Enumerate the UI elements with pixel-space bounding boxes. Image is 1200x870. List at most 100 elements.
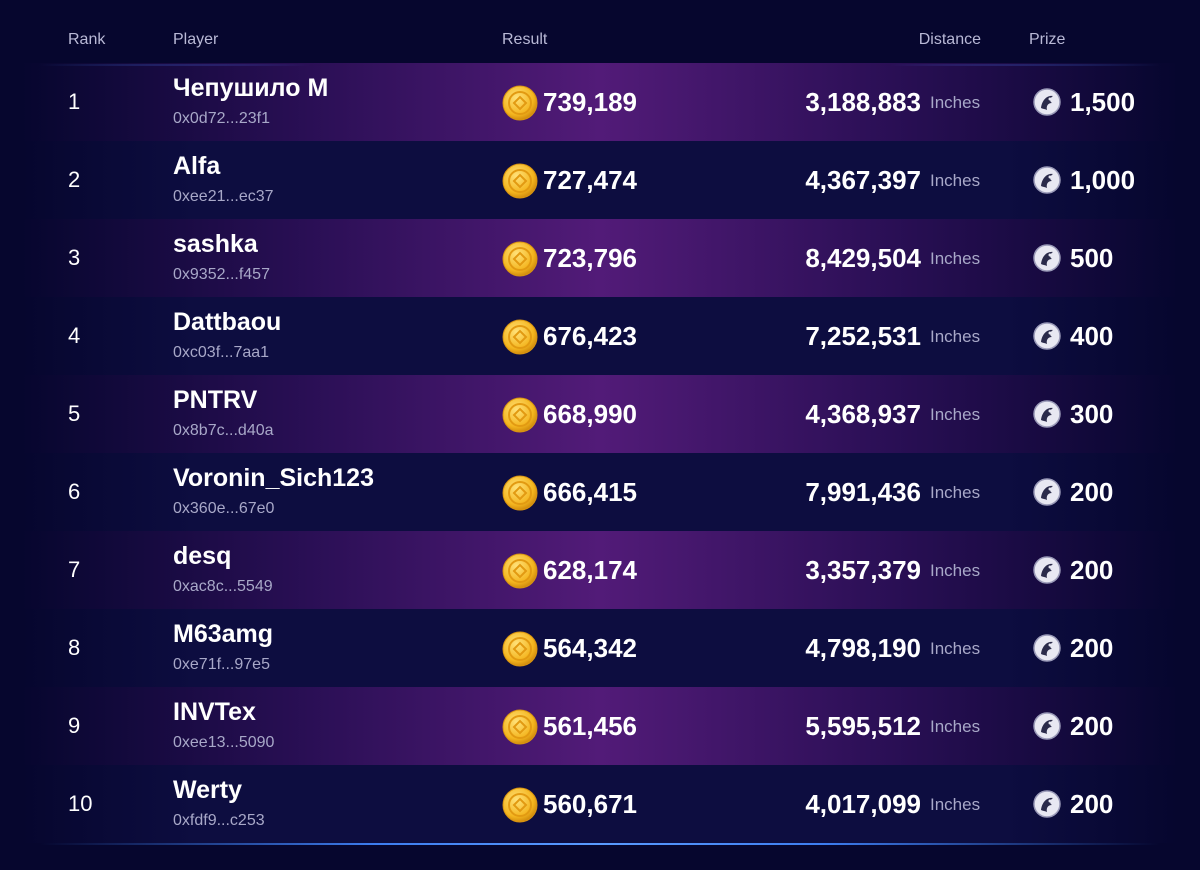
coin-icon [502, 553, 538, 589]
result: 564,342 [543, 633, 637, 663]
prize-icon [1033, 790, 1061, 818]
prize-icon [1033, 322, 1061, 350]
row-background [20, 609, 1180, 687]
player-name: PNTRV [173, 386, 258, 414]
rank: 4 [68, 323, 81, 348]
distance: 4,017,099 [805, 789, 921, 819]
row-background [20, 297, 1180, 375]
player-address: 0xc03f...7aa1 [173, 344, 270, 361]
result: 739,189 [543, 87, 637, 117]
result: 723,796 [543, 243, 637, 273]
rank: 5 [68, 401, 81, 426]
row-background [20, 375, 1180, 453]
distance-unit: Inches [930, 171, 981, 190]
coin-icon [502, 397, 538, 433]
player-name: Чепушило М [173, 74, 329, 102]
coin-icon [502, 475, 538, 511]
distance: 4,368,937 [805, 399, 921, 429]
row-background [20, 765, 1180, 843]
rank: 10 [68, 791, 93, 816]
player-address: 0xfdf9...c253 [173, 812, 265, 829]
rank: 2 [68, 167, 81, 192]
row-background [20, 531, 1180, 609]
player-name: M63amg [173, 620, 274, 648]
row-background [20, 219, 1180, 297]
prize: 500 [1070, 243, 1114, 273]
distance: 8,429,504 [805, 243, 921, 273]
header-result: Result [502, 31, 548, 48]
coin-icon [502, 85, 538, 121]
prize: 300 [1070, 399, 1114, 429]
rank: 6 [68, 479, 81, 504]
distance-unit: Inches [930, 249, 981, 268]
row-background [20, 63, 1180, 141]
distance: 5,595,512 [805, 711, 921, 741]
player-address: 0x360e...67e0 [173, 500, 275, 517]
prize: 1,500 [1070, 87, 1136, 117]
prize-icon [1033, 634, 1061, 662]
coin-icon [502, 709, 538, 745]
distance: 3,357,379 [805, 555, 921, 585]
player-name: Werty [173, 776, 243, 804]
distance: 3,188,883 [805, 87, 921, 117]
distance-unit: Inches [930, 93, 981, 112]
result: 666,415 [543, 477, 637, 507]
result: 561,456 [543, 711, 637, 741]
row-background [20, 687, 1180, 765]
distance-unit: Inches [930, 639, 981, 658]
distance-unit: Inches [930, 561, 981, 580]
distance-unit: Inches [930, 795, 981, 814]
coin-icon [502, 163, 538, 199]
player-address: 0x8b7c...d40a [173, 422, 274, 439]
prize-icon [1033, 166, 1061, 194]
rank: 7 [68, 557, 81, 582]
player-address: 0xee13...5090 [173, 734, 275, 751]
player-name: desq [173, 542, 232, 570]
prize-icon [1033, 712, 1061, 740]
header-prize: Prize [1029, 31, 1066, 48]
player-name: Voronin_Sich123 [173, 464, 374, 492]
prize: 400 [1070, 321, 1114, 351]
player-name: Dattbaou [173, 308, 282, 336]
header-distance: Distance [918, 31, 981, 48]
divider-bottom [40, 843, 1160, 845]
coin-icon [502, 631, 538, 667]
player-name: sashka [173, 230, 258, 258]
player-name: Alfa [173, 152, 221, 180]
prize: 200 [1070, 789, 1114, 819]
player-address: 0x9352...f457 [173, 266, 270, 283]
prize-icon [1033, 556, 1061, 584]
prize-icon [1033, 400, 1061, 428]
prize: 200 [1070, 477, 1114, 507]
rank: 8 [68, 635, 81, 660]
prize-icon [1033, 478, 1061, 506]
result: 668,990 [543, 399, 637, 429]
result: 727,474 [543, 165, 637, 195]
player-name: INVTex [173, 698, 256, 726]
coin-icon [502, 319, 538, 355]
rank: 1 [68, 89, 81, 114]
rank: 3 [68, 245, 81, 270]
prize: 200 [1070, 555, 1114, 585]
distance-unit: Inches [930, 327, 981, 346]
player-address: 0xee21...ec37 [173, 188, 274, 205]
distance: 7,991,436 [805, 477, 921, 507]
prize: 1,000 [1070, 165, 1136, 195]
coin-icon [502, 241, 538, 277]
row-background [20, 453, 1180, 531]
result: 628,174 [543, 555, 637, 585]
distance: 4,798,190 [805, 633, 921, 663]
rank: 9 [68, 713, 81, 738]
header-rank: Rank [68, 31, 106, 48]
distance-unit: Inches [930, 717, 981, 736]
prize-icon [1033, 244, 1061, 272]
prize: 200 [1070, 633, 1114, 663]
row-background [20, 141, 1180, 219]
result: 560,671 [543, 789, 637, 819]
distance-unit: Inches [930, 483, 981, 502]
distance-unit: Inches [930, 405, 981, 424]
result: 676,423 [543, 321, 637, 351]
player-address: 0xe71f...97e5 [173, 656, 270, 673]
coin-icon [502, 787, 538, 823]
